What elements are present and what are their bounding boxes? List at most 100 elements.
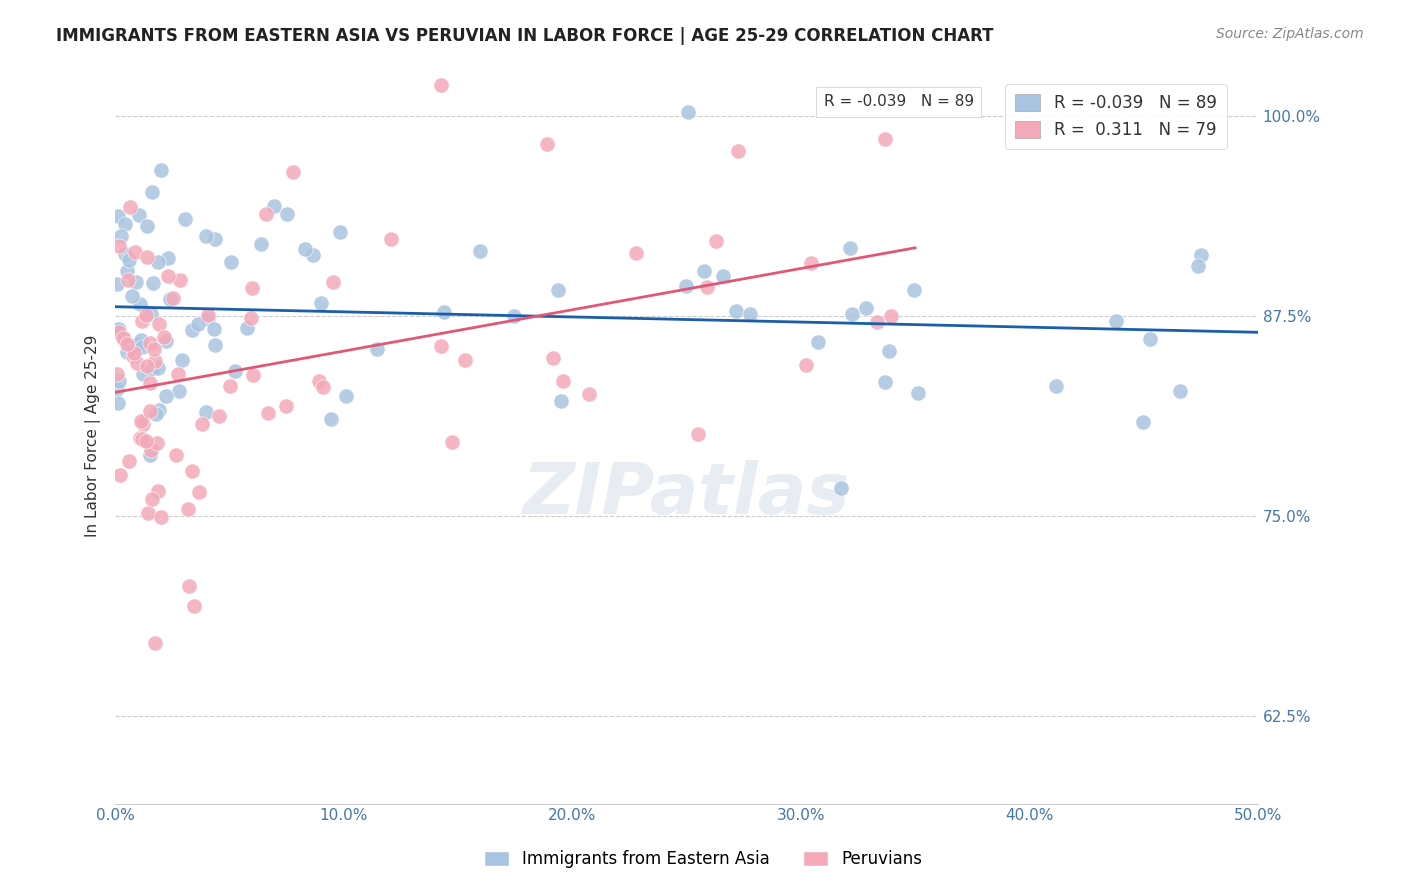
Point [204, 337, 226, 351]
Point [430, 78, 453, 92]
Point [366, 342, 388, 356]
Point [146, 255, 169, 269]
Point [143, 636, 166, 650]
Point [141, 491, 163, 506]
Point [711, 269, 734, 284]
Point [180, 323, 202, 337]
Point [197, 312, 219, 326]
Text: R = -0.039   N = 89: R = -0.039 N = 89 [824, 95, 974, 109]
Point [149, 162, 172, 177]
Point [263, 199, 285, 213]
Point [145, 407, 167, 421]
Point [139, 448, 162, 462]
Point [329, 225, 352, 239]
Point [120, 200, 142, 214]
Point [138, 376, 160, 390]
Point [624, 246, 647, 260]
Point [208, 409, 231, 423]
Point [309, 296, 332, 310]
Point [177, 502, 200, 516]
Point [676, 105, 699, 120]
Point [125, 355, 148, 369]
Point [129, 431, 152, 445]
Point [177, 579, 200, 593]
Point [257, 406, 280, 420]
Point [127, 336, 149, 351]
Point [115, 345, 138, 359]
Point [124, 244, 146, 259]
Point [107, 367, 129, 381]
Point [240, 281, 263, 295]
Point [239, 311, 262, 326]
Point [312, 380, 335, 394]
Point [543, 351, 565, 365]
Point [1139, 332, 1161, 346]
Point [128, 208, 150, 222]
Point [129, 414, 152, 428]
Point [167, 384, 190, 398]
Point [141, 362, 163, 376]
Point [194, 405, 217, 419]
Point [122, 349, 145, 363]
Point [146, 361, 169, 376]
Point [866, 315, 889, 329]
Point [165, 448, 187, 462]
Point [873, 132, 896, 146]
Text: ZIPatlas: ZIPatlas [523, 460, 851, 529]
Point [335, 389, 357, 403]
Point [156, 268, 179, 283]
Point [136, 506, 159, 520]
Point [1187, 260, 1209, 274]
Point [173, 211, 195, 226]
Point [169, 273, 191, 287]
Point [796, 358, 818, 372]
Point [430, 339, 453, 353]
Point [135, 308, 157, 322]
Point [433, 305, 456, 319]
Point [807, 334, 830, 349]
Point [121, 289, 143, 303]
Point [202, 322, 225, 336]
Point [503, 309, 526, 323]
Point [578, 386, 600, 401]
Point [141, 443, 163, 458]
Point [550, 393, 572, 408]
Point [693, 264, 716, 278]
Point [107, 375, 129, 389]
Point [281, 165, 304, 179]
Y-axis label: In Labor Force | Age 25-29: In Labor Force | Age 25-29 [86, 334, 101, 537]
Point [221, 255, 243, 269]
Point [551, 374, 574, 388]
Point [194, 229, 217, 244]
Point [725, 304, 748, 318]
Point [675, 279, 697, 293]
Point [308, 374, 330, 388]
Point [112, 331, 135, 345]
Point [149, 510, 172, 524]
Point [132, 368, 155, 382]
Legend: Immigrants from Eastern Asia, Peruvians: Immigrants from Eastern Asia, Peruvians [477, 844, 929, 875]
Point [146, 436, 169, 450]
Point [115, 337, 138, 351]
Point [294, 242, 316, 256]
Point [131, 314, 153, 328]
Point [204, 232, 226, 246]
Point [152, 330, 174, 344]
Point [470, 244, 492, 259]
Point [172, 353, 194, 368]
Point [131, 432, 153, 446]
Point [181, 464, 204, 478]
Point [155, 334, 177, 348]
Point [107, 277, 129, 292]
Point [903, 283, 925, 297]
Point [136, 219, 159, 234]
Point [800, 256, 823, 270]
Point [156, 251, 179, 265]
Point [112, 331, 135, 345]
Legend: R = -0.039   N = 89, R =  0.311   N = 79: R = -0.039 N = 89, R = 0.311 N = 79 [1005, 84, 1226, 149]
Point [114, 217, 136, 231]
Point [686, 426, 709, 441]
Point [142, 276, 165, 290]
Point [839, 241, 862, 255]
Point [107, 326, 129, 340]
